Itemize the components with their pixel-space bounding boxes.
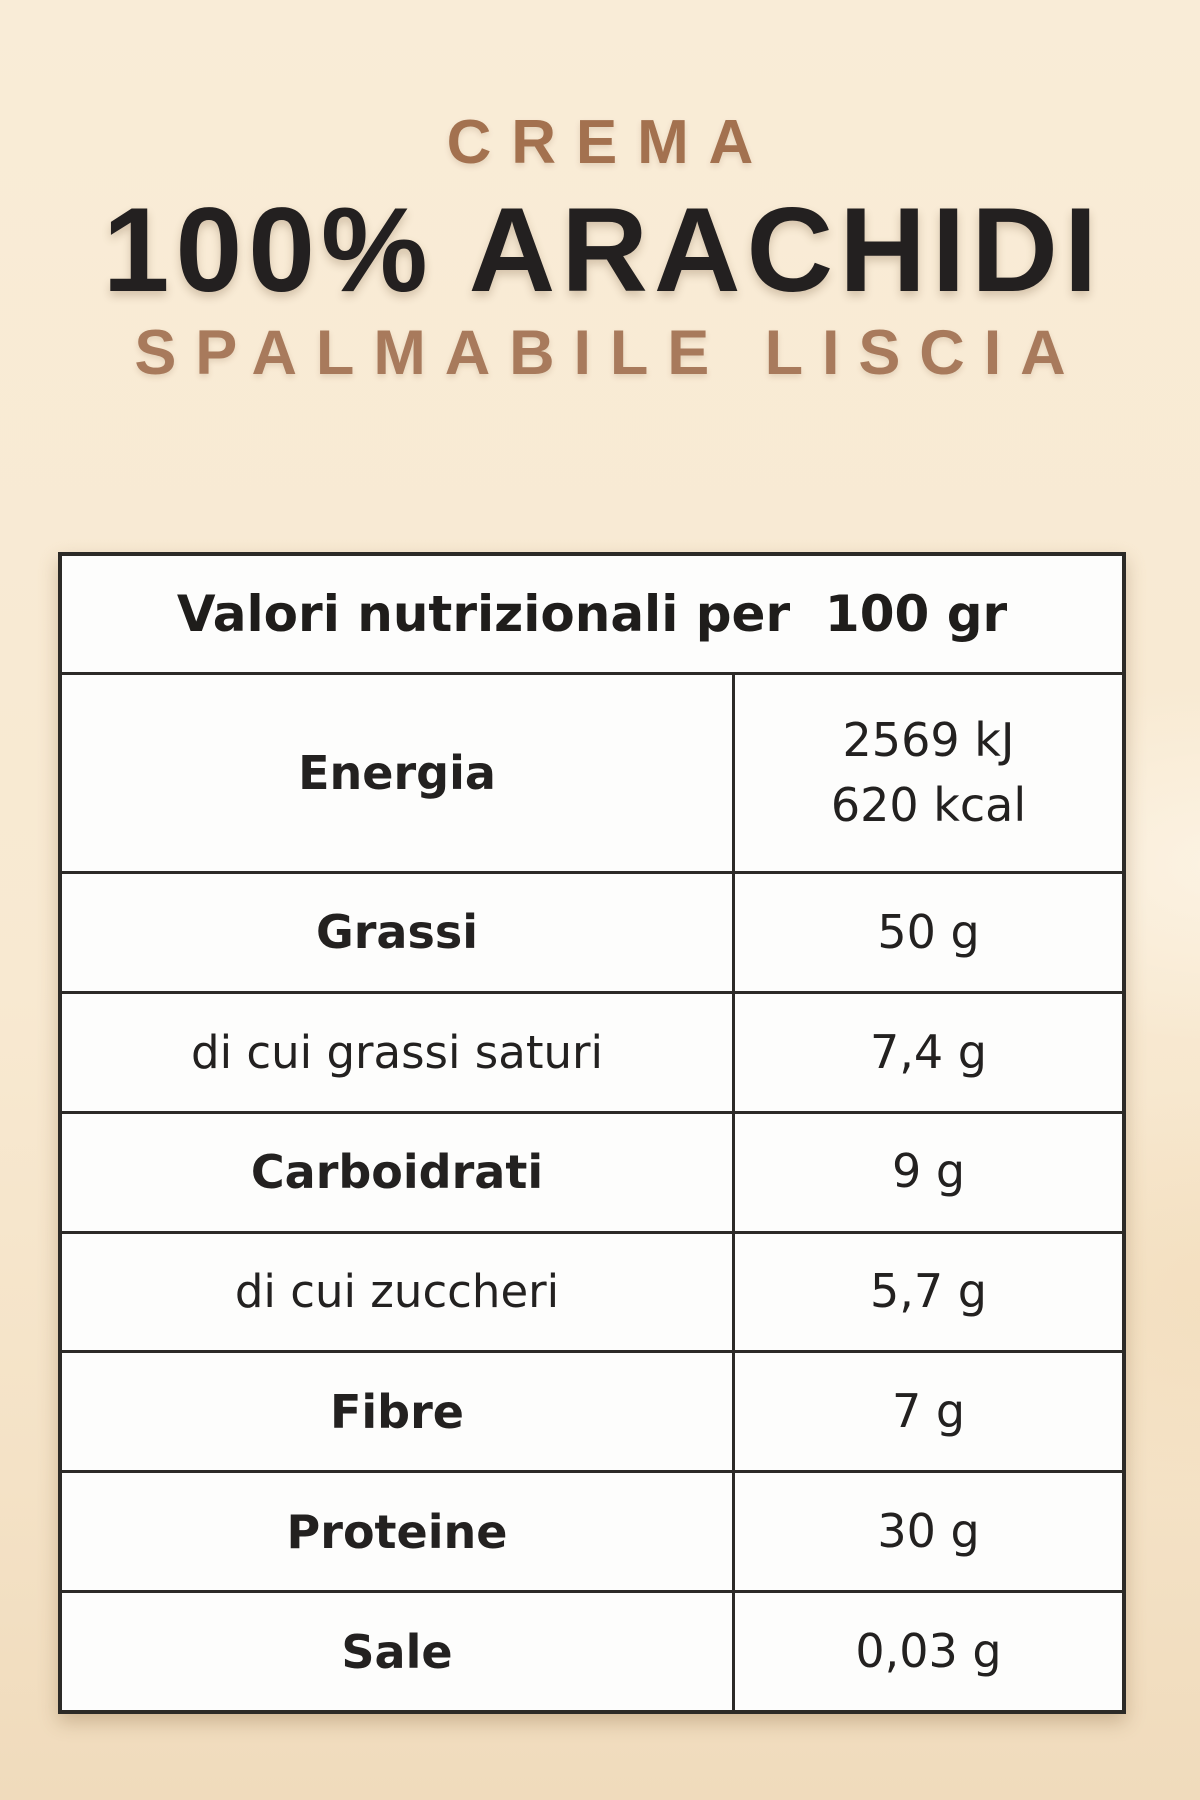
nutrition-table: Valori nutrizionali per 100 gr Energia 2…: [58, 552, 1126, 1714]
row-label-sale: Sale: [62, 1593, 732, 1710]
row-label-proteine: Proteine: [62, 1473, 732, 1591]
row-label-energia: Energia: [62, 675, 732, 871]
row-value-fibre: 7 g: [735, 1353, 1122, 1471]
row-value-energia: 2569 kJ 620 kcal: [735, 675, 1122, 871]
nutrition-table-header: Valori nutrizionali per 100 gr: [62, 556, 1122, 672]
row-label-grassi: Grassi: [62, 874, 732, 991]
title-block: CREMA 100% ARACHIDI SPALMABILE LISCIA: [0, 0, 1200, 385]
row-value-proteine: 30 g: [735, 1473, 1122, 1591]
row-label-fibre: Fibre: [62, 1353, 732, 1471]
product-title-main: 100% ARACHIDI: [102, 183, 1104, 317]
row-value-grassi: 50 g: [735, 874, 1122, 991]
product-title-kicker: CREMA: [446, 108, 774, 177]
product-title-sub: SPALMABILE LISCIA: [134, 318, 1085, 388]
row-label-carboidrati: Carboidrati: [62, 1113, 732, 1231]
row-value-sale: 0,03 g: [735, 1593, 1122, 1710]
row-value-carboidrati: 9 g: [735, 1113, 1122, 1231]
row-value-grassi-saturi: 7,4 g: [735, 993, 1122, 1111]
row-label-grassi-saturi: di cui grassi saturi: [62, 993, 732, 1111]
row-label-zuccheri: di cui zuccheri: [62, 1233, 732, 1351]
row-value-zuccheri: 5,7 g: [735, 1233, 1122, 1351]
